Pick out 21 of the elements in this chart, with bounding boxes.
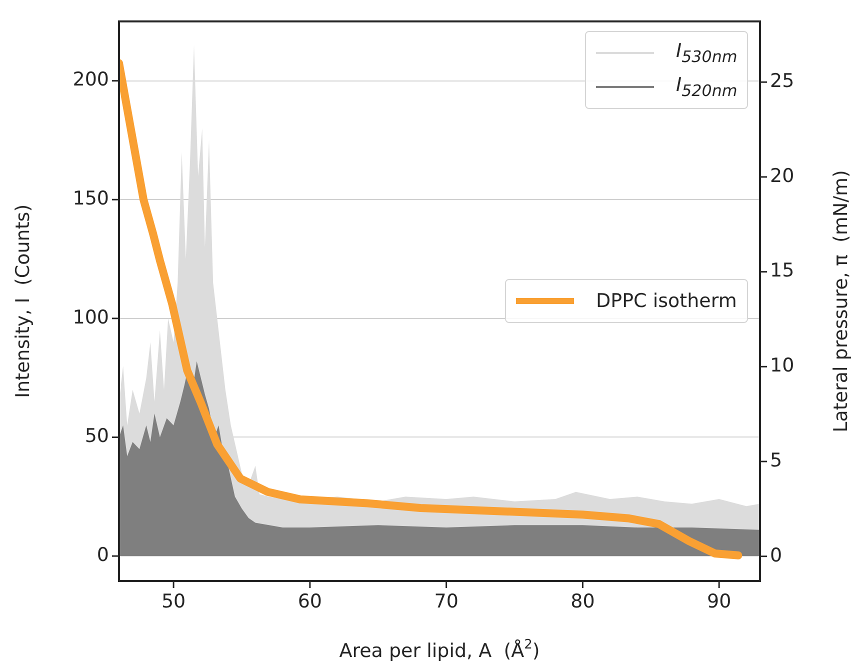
- y-tick-label: 50: [84, 425, 109, 448]
- x-tick-label: 80: [570, 590, 595, 612]
- y-tick-label: 100: [72, 306, 109, 328]
- x-tick-label: 50: [161, 590, 186, 612]
- legend-label: DPPC isotherm: [596, 290, 737, 312]
- y2-axis-title: Lateral pressure, π (mN/m): [830, 170, 852, 432]
- legend-label: I$_{520nm}$: [676, 74, 738, 100]
- y2-tick-label: 20: [770, 164, 794, 187]
- y2-tick-label: 15: [770, 260, 794, 282]
- legend-label: I$_{530nm}$: [676, 40, 738, 66]
- y2-tick-label: 0: [770, 544, 782, 566]
- y-axis-title: Intensity, I (Counts): [12, 204, 34, 398]
- y-tick-label: 0: [96, 544, 109, 566]
- x-tick-label: 60: [298, 590, 322, 612]
- x-tick-label: 70: [434, 590, 458, 612]
- y2-tick-label: 25: [770, 70, 794, 92]
- x-tick-label: 90: [706, 590, 732, 612]
- y2-tick-label: 5: [770, 449, 782, 472]
- y-tick-label: 200: [72, 68, 109, 91]
- y-tick-label: 150: [72, 188, 109, 210]
- y2-tick-label: 10: [770, 354, 794, 377]
